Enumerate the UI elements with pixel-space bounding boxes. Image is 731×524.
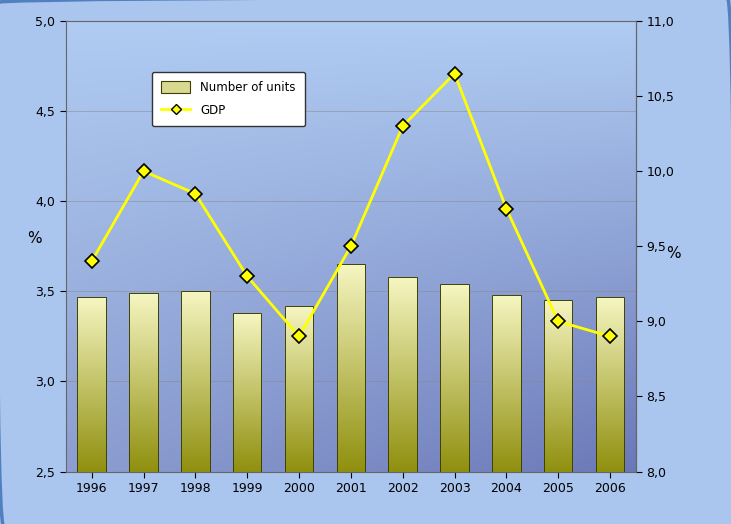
Y-axis label: %: % xyxy=(666,246,681,261)
Bar xyxy=(492,295,520,472)
Legend: Number of units, GDP: Number of units, GDP xyxy=(151,72,305,126)
Bar xyxy=(233,313,262,472)
Y-axis label: %: % xyxy=(27,231,42,246)
Bar xyxy=(285,306,314,472)
Bar xyxy=(440,284,469,472)
Bar xyxy=(544,300,572,472)
Bar xyxy=(596,297,624,472)
Bar xyxy=(337,264,366,472)
Bar xyxy=(388,277,417,472)
Bar xyxy=(181,291,210,472)
Bar xyxy=(129,293,158,472)
Bar xyxy=(77,297,106,472)
